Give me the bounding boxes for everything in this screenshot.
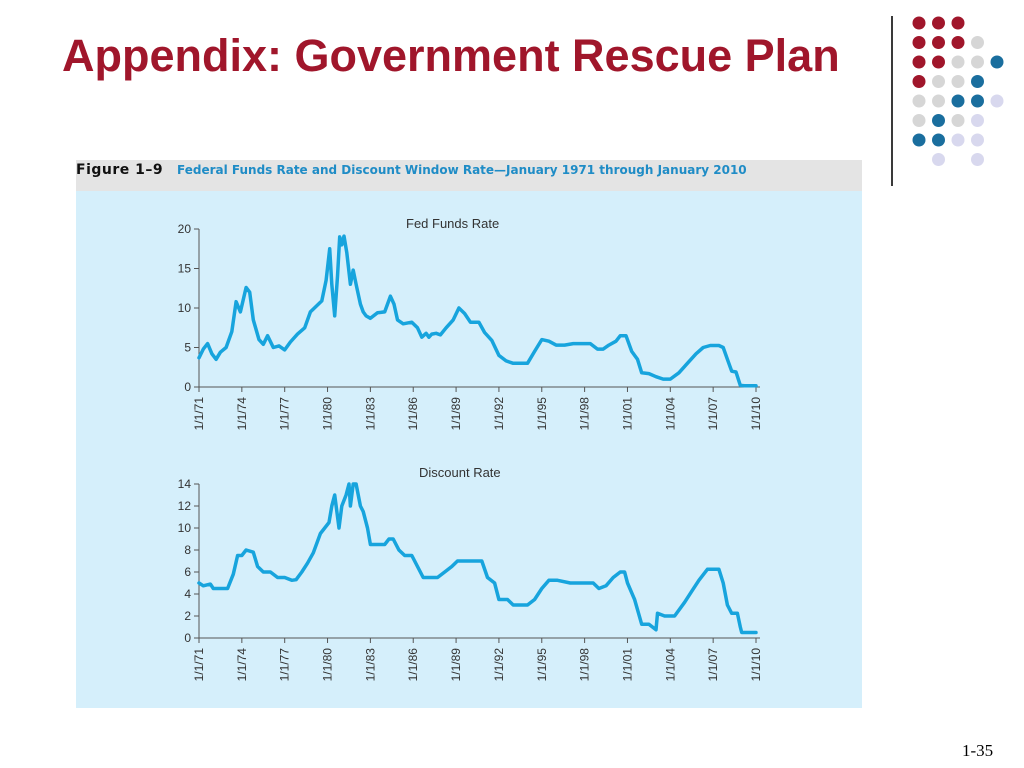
- figure-panel: Figure 1–9 Federal Funds Rate and Discou…: [76, 160, 862, 708]
- x-tick-label: 1/1/04: [663, 648, 677, 682]
- x-tick-label: 1/1/71: [192, 397, 206, 431]
- decor-dot: [932, 133, 945, 147]
- decor-dot: [971, 153, 984, 166]
- x-tick-label: 1/1/86: [406, 397, 420, 431]
- x-tick-label: 1/1/80: [321, 397, 335, 431]
- chart-title: Discount Rate: [419, 465, 501, 480]
- decor-dot: [951, 55, 965, 69]
- decor-dot: [971, 55, 984, 69]
- decor-dot: [990, 55, 1004, 69]
- x-tick-label: 1/1/07: [706, 648, 720, 682]
- y-tick-label: 5: [184, 341, 191, 355]
- y-tick-label: 0: [184, 380, 191, 394]
- x-tick-label: 1/1/83: [363, 648, 377, 682]
- y-tick-label: 0: [184, 631, 191, 645]
- x-tick-label: 1/1/10: [749, 648, 763, 682]
- series-line: [197, 234, 758, 388]
- decor-dot: [951, 94, 965, 108]
- x-tick-label: 1/1/80: [321, 648, 335, 682]
- slide-number: 1-35: [962, 741, 994, 760]
- y-tick-label: 20: [178, 222, 192, 236]
- y-tick-label: 10: [178, 521, 192, 535]
- chart-1: Fed Funds Rate 0 5 10 15 20 1/1/71 1/1/74 1/1/77…: [178, 216, 763, 430]
- figure-label: Figure 1–9: [76, 162, 164, 178]
- x-tick-label: 1/1/77: [278, 648, 292, 682]
- y-tick-label: 6: [184, 565, 191, 579]
- x-tick-label: 1/1/95: [535, 397, 549, 431]
- decor-dot: [932, 94, 945, 108]
- x-tick-label: 1/1/01: [620, 397, 634, 431]
- chart-2: Discount Rate 0 2 4 6 8 10 12 14 1/1/71 1/1/74 1/1/…: [178, 465, 763, 681]
- x-tick-label: 1/1/07: [706, 397, 720, 431]
- y-tick-label: 10: [178, 301, 192, 315]
- decor-dot: [912, 114, 926, 127]
- decor-dot: [912, 36, 926, 49]
- decor-dot: [971, 75, 984, 88]
- x-tick-label: 1/1/92: [492, 648, 506, 682]
- x-tick-label: 1/1/74: [235, 397, 249, 431]
- figure-header: Figure 1–9 Federal Funds Rate and Discou…: [76, 160, 862, 191]
- x-tick-label: 1/1/86: [406, 648, 420, 682]
- series-line: [197, 482, 758, 635]
- decor-dot: [951, 36, 965, 49]
- decor-dot: [912, 16, 926, 30]
- x-tick-label: 1/1/92: [492, 397, 506, 431]
- x-tick-label: 1/1/74: [235, 648, 249, 682]
- decor-dot: [971, 133, 984, 147]
- decor-dot: [932, 114, 945, 127]
- divider-line: [891, 16, 893, 186]
- x-tick-label: 1/1/10: [749, 397, 763, 431]
- decor-dot: [951, 133, 965, 147]
- x-tick-label: 1/1/89: [449, 648, 463, 682]
- x-tick-label: 1/1/83: [363, 397, 377, 431]
- decor-dot: [971, 36, 984, 49]
- decor-dot: [912, 94, 926, 108]
- decor-dot: [951, 16, 965, 30]
- slide-title: Appendix: Government Rescue Plan: [62, 30, 840, 81]
- x-tick-label: 1/1/71: [192, 648, 206, 682]
- decor-dot: [912, 55, 926, 69]
- x-tick-label: 1/1/95: [535, 648, 549, 682]
- x-tick-label: 1/1/98: [578, 648, 592, 682]
- decor-dot: [932, 55, 945, 69]
- decor-dot: [971, 94, 984, 108]
- y-tick-label: 4: [184, 587, 191, 601]
- y-tick-label: 12: [178, 499, 192, 513]
- decor-dot: [912, 75, 926, 88]
- decor-dot: [932, 153, 945, 166]
- y-tick-label: 8: [184, 543, 191, 557]
- figure-caption: Federal Funds Rate and Discount Window R…: [177, 163, 747, 177]
- x-tick-label: 1/1/98: [578, 397, 592, 431]
- x-tick-label: 1/1/89: [449, 397, 463, 431]
- decor-dot: [932, 16, 945, 30]
- x-tick-label: 1/1/01: [620, 648, 634, 682]
- decor-dot: [912, 133, 926, 147]
- x-tick-label: 1/1/77: [278, 397, 292, 431]
- y-tick-label: 2: [184, 609, 191, 623]
- decor-dot: [971, 114, 984, 127]
- decor-dot: [990, 94, 1004, 108]
- decor-dot: [951, 75, 965, 88]
- x-tick-label: 1/1/04: [663, 397, 677, 431]
- y-tick-label: 14: [178, 477, 192, 491]
- decor-dot: [951, 114, 965, 127]
- decor-dot: [932, 75, 945, 88]
- y-tick-label: 15: [178, 262, 192, 276]
- chart-title: Fed Funds Rate: [406, 216, 499, 231]
- decor-dot: [932, 36, 945, 49]
- decorative-dot-grid: [912, 16, 1004, 166]
